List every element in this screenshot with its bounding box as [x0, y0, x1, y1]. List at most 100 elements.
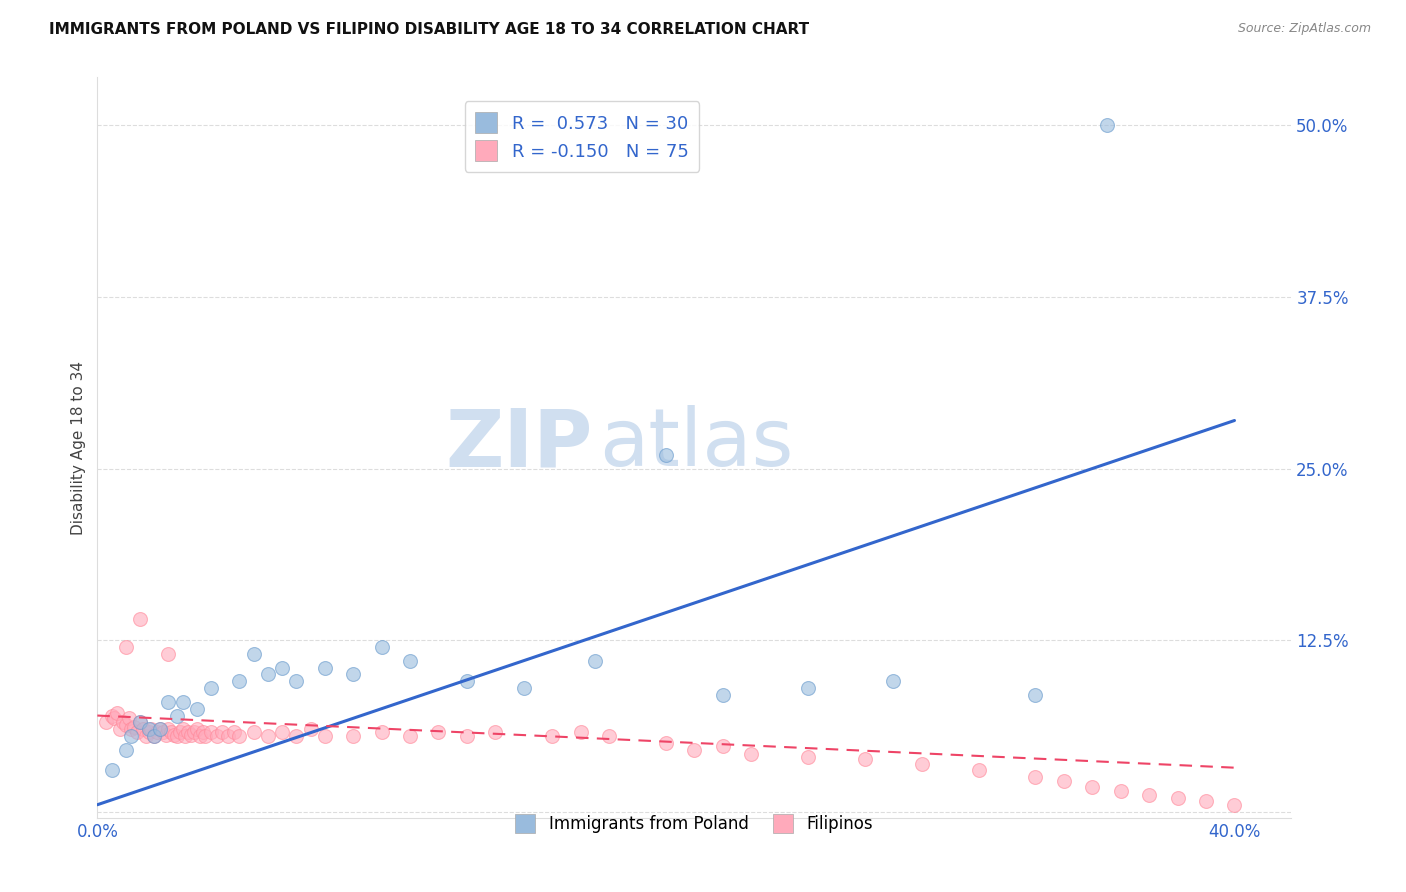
Point — [183, 725, 205, 739]
Point — [271, 725, 294, 739]
Point — [655, 448, 678, 462]
Point — [1024, 770, 1046, 784]
Point — [1053, 774, 1076, 789]
Point — [149, 723, 172, 737]
Point — [257, 729, 280, 743]
Point — [191, 725, 214, 739]
Point — [172, 723, 194, 737]
Point — [399, 729, 422, 743]
Point — [711, 739, 734, 753]
Point — [541, 729, 564, 743]
Point — [129, 715, 152, 730]
Point — [882, 674, 904, 689]
Point — [166, 729, 188, 743]
Point — [114, 743, 136, 757]
Point — [108, 723, 131, 737]
Point — [155, 728, 177, 742]
Point — [157, 695, 180, 709]
Point — [257, 667, 280, 681]
Point — [711, 688, 734, 702]
Point — [967, 764, 990, 778]
Point — [135, 729, 157, 743]
Point — [138, 723, 160, 737]
Point — [342, 667, 364, 681]
Point — [1109, 784, 1132, 798]
Point — [222, 725, 245, 739]
Text: Source: ZipAtlas.com: Source: ZipAtlas.com — [1237, 22, 1371, 36]
Point — [94, 715, 117, 730]
Point — [1081, 780, 1104, 794]
Point — [169, 725, 191, 739]
Point — [242, 725, 264, 739]
Point — [152, 725, 174, 739]
Point — [180, 728, 202, 742]
Point — [114, 718, 136, 732]
Point — [456, 674, 478, 689]
Point — [285, 674, 308, 689]
Point — [121, 723, 143, 737]
Text: IMMIGRANTS FROM POLAND VS FILIPINO DISABILITY AGE 18 TO 34 CORRELATION CHART: IMMIGRANTS FROM POLAND VS FILIPINO DISAB… — [49, 22, 810, 37]
Point — [655, 736, 678, 750]
Point — [1223, 797, 1246, 812]
Point — [166, 708, 188, 723]
Point — [569, 725, 592, 739]
Point — [211, 725, 233, 739]
Point — [228, 729, 250, 743]
Point — [370, 640, 392, 654]
Point — [157, 647, 180, 661]
Point — [683, 743, 706, 757]
Point — [299, 723, 322, 737]
Point — [285, 729, 308, 743]
Point — [146, 725, 169, 739]
Point — [186, 701, 208, 715]
Point — [598, 729, 620, 743]
Point — [138, 725, 160, 739]
Point — [100, 764, 122, 778]
Point — [129, 715, 152, 730]
Point — [163, 728, 186, 742]
Point — [797, 749, 820, 764]
Point — [740, 747, 762, 761]
Point — [117, 711, 139, 725]
Text: atlas: atlas — [599, 405, 793, 483]
Point — [314, 729, 336, 743]
Point — [1024, 688, 1046, 702]
Point — [1167, 790, 1189, 805]
Point — [143, 729, 166, 743]
Point — [149, 723, 172, 737]
Point — [911, 756, 934, 771]
Point — [105, 706, 128, 720]
Point — [160, 725, 183, 739]
Point — [513, 681, 536, 695]
Point — [114, 640, 136, 654]
Point — [188, 729, 211, 743]
Text: ZIP: ZIP — [446, 405, 593, 483]
Point — [242, 647, 264, 661]
Point — [143, 729, 166, 743]
Point — [456, 729, 478, 743]
Point — [100, 708, 122, 723]
Point — [174, 729, 197, 743]
Point — [583, 654, 606, 668]
Point — [342, 729, 364, 743]
Point — [200, 725, 222, 739]
Point — [1137, 788, 1160, 802]
Point — [194, 729, 217, 743]
Point — [129, 612, 152, 626]
Point — [1195, 794, 1218, 808]
Point — [172, 695, 194, 709]
Point — [103, 711, 125, 725]
Point — [314, 660, 336, 674]
Point — [111, 715, 134, 730]
Point — [484, 725, 506, 739]
Point — [121, 729, 143, 743]
Point — [186, 723, 208, 737]
Point — [217, 729, 239, 743]
Point — [200, 681, 222, 695]
Point — [141, 723, 163, 737]
Point — [797, 681, 820, 695]
Point — [157, 723, 180, 737]
Point — [1095, 119, 1118, 133]
Point — [399, 654, 422, 668]
Point — [127, 725, 149, 739]
